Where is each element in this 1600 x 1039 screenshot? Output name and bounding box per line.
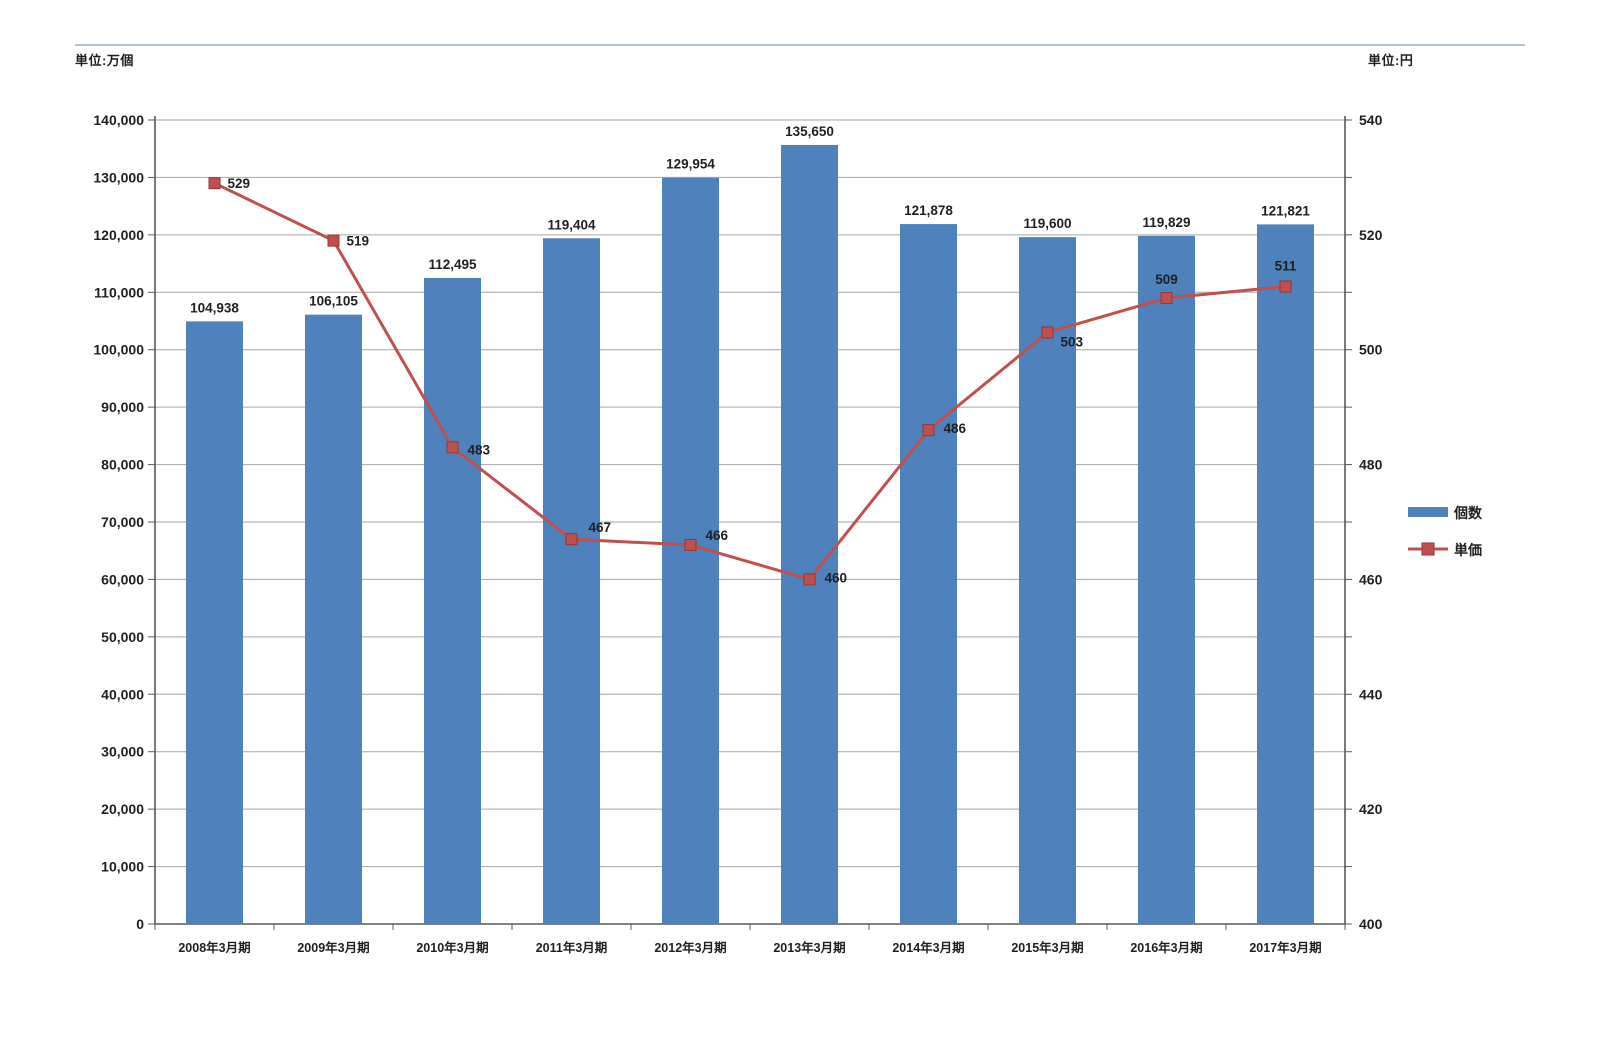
- bar-value-label: 119,404: [547, 217, 596, 232]
- line-value-label: 460: [825, 570, 848, 585]
- right-axis-tick-label: 520: [1359, 227, 1383, 243]
- right-axis-tick-label: 400: [1359, 916, 1383, 932]
- bar-value-label: 121,821: [1261, 203, 1310, 218]
- x-axis-category-label: 2008年3月期: [178, 940, 250, 955]
- line-marker: [327, 234, 340, 247]
- bar-series-swatch: [1408, 507, 1448, 517]
- line-value-label: 529: [228, 176, 251, 191]
- x-axis-category-label: 2013年3月期: [773, 940, 845, 955]
- left-axis-tick-label: 20,000: [101, 801, 144, 817]
- line-marker: [922, 424, 935, 437]
- x-axis-category-label: 2015年3月期: [1011, 940, 1083, 955]
- bar: [781, 144, 838, 924]
- left-axis-tick-label: 110,000: [94, 284, 144, 300]
- bar-value-label: 121,878: [904, 203, 953, 218]
- bar: [900, 224, 957, 925]
- bar-value-label: 119,600: [1023, 216, 1071, 231]
- legend-bar-label: 個数: [1453, 505, 1483, 521]
- top-divider: [75, 44, 1525, 46]
- bar: [1138, 235, 1195, 924]
- x-axis-category-label: 2017年3月期: [1249, 940, 1321, 955]
- line-value-label: 519: [347, 234, 370, 249]
- left-axis-tick-label: 120,000: [93, 227, 144, 243]
- left-axis-tick-label: 70,000: [101, 514, 144, 530]
- x-axis-category-label: 2014年3月期: [892, 940, 964, 955]
- bar-value-label: 129,954: [666, 157, 715, 172]
- left-axis-tick-label: 80,000: [101, 457, 144, 473]
- legend-item-bar: 個数: [1408, 505, 1483, 521]
- left-axis-tick-label: 40,000: [101, 686, 144, 702]
- line-value-label: 483: [468, 442, 491, 457]
- bar: [1257, 224, 1314, 924]
- legend-item-line: 単価: [1408, 542, 1482, 558]
- x-axis-category-label: 2011年3月期: [536, 940, 608, 955]
- left-axis-tick-label: 130,000: [93, 169, 144, 185]
- line-value-label: 503: [1061, 334, 1084, 349]
- bar-value-label: 119,829: [1142, 215, 1190, 230]
- line-value-label: 511: [1275, 259, 1297, 274]
- line-marker: [208, 177, 221, 190]
- legend: 個数 単価: [1408, 505, 1483, 558]
- left-axis-tick-label: 0: [136, 916, 144, 932]
- x-axis-category-label: 2012年3月期: [654, 940, 726, 955]
- line-value-label: 486: [944, 421, 967, 436]
- right-axis-tick-label: 480: [1359, 457, 1383, 473]
- line-series-marker: [1421, 542, 1435, 556]
- right-axis-unit-label: 単位:円: [1368, 53, 1414, 68]
- left-axis-tick-label: 50,000: [101, 629, 144, 645]
- left-axis-tick-label: 140,000: [93, 112, 144, 128]
- legend-line-label: 単価: [1454, 542, 1482, 558]
- left-axis-tick-label: 30,000: [101, 744, 144, 760]
- bar: [424, 277, 481, 924]
- line-marker: [1279, 280, 1292, 293]
- bar-value-label: 112,495: [428, 257, 477, 272]
- right-axis-tick-label: 460: [1359, 571, 1383, 587]
- line-marker: [446, 441, 459, 454]
- left-axis-unit-label: 単位:万個: [75, 53, 134, 68]
- bar: [305, 314, 362, 924]
- right-axis-tick-label: 440: [1359, 686, 1383, 702]
- bar-value-label: 135,650: [785, 124, 834, 139]
- line-marker: [684, 538, 697, 551]
- right-axis-tick-label: 500: [1359, 342, 1383, 358]
- plot-area: 0 10,000 20,000 30,000 40,000 50,000 60,000 70,…: [93, 112, 1382, 955]
- line-value-label: 509: [1155, 272, 1178, 287]
- line-value-label: 467: [589, 520, 612, 535]
- bar: [1019, 237, 1076, 924]
- bar-value-label: 104,938: [190, 300, 239, 315]
- left-axis-tick-label: 10,000: [101, 859, 144, 875]
- line-marker: [1160, 292, 1173, 305]
- x-axis-category-label: 2016年3月期: [1130, 940, 1202, 955]
- right-axis-tick-label: 540: [1359, 112, 1383, 128]
- bar: [543, 238, 600, 924]
- left-axis-tick-label: 100,000: [93, 342, 144, 358]
- right-axis-tick-label: 420: [1359, 801, 1383, 817]
- bar-value-label: 106,105: [309, 294, 358, 309]
- x-axis-category-label: 2009年3月期: [297, 940, 369, 955]
- line-marker: [803, 573, 816, 586]
- line-marker: [565, 533, 578, 546]
- line-marker: [1041, 326, 1054, 339]
- x-axis-category-label: 2010年3月期: [416, 940, 488, 955]
- left-axis-tick-label: 60,000: [101, 571, 144, 587]
- bar: [186, 321, 243, 924]
- left-axis-tick-label: 90,000: [101, 399, 144, 415]
- line-series: [213, 181, 1286, 582]
- line-value-label: 466: [706, 528, 729, 543]
